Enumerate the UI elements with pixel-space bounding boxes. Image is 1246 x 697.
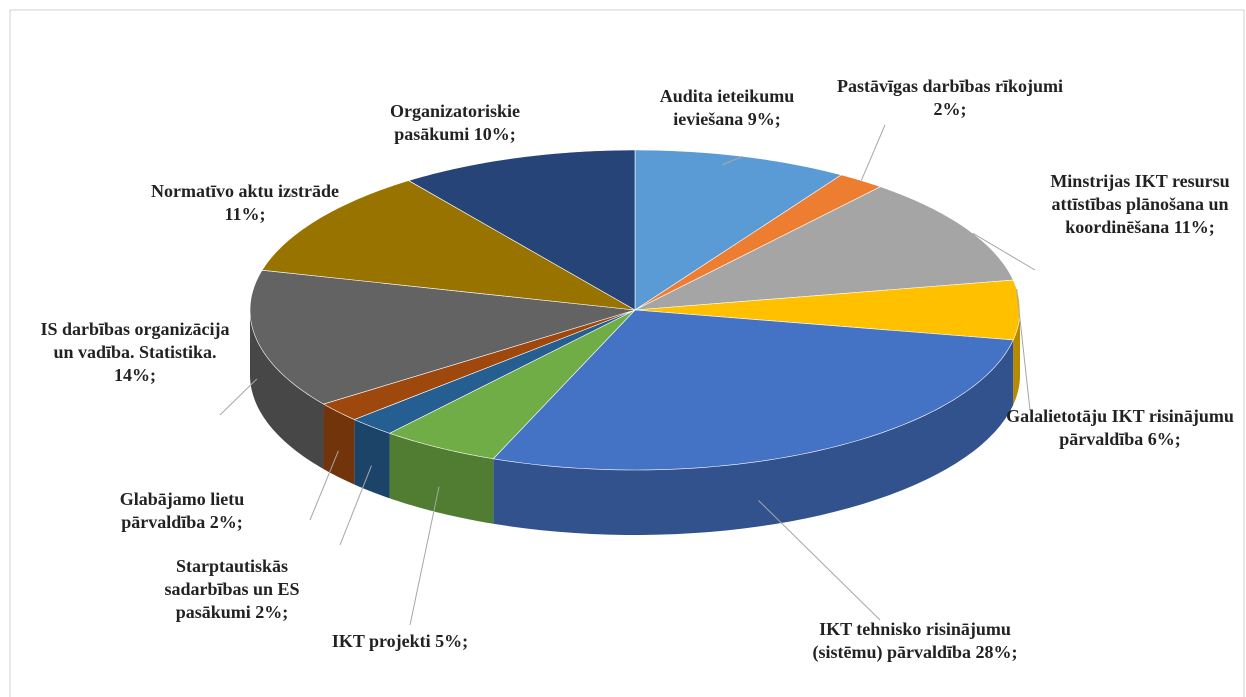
data-label: Normatīvo aktu izstrāde 11%;: [145, 180, 345, 226]
category-name: Normatīvo aktu izstrāde: [151, 181, 339, 201]
chart-border: [9, 9, 1245, 697]
leader-line: [758, 500, 881, 621]
slice: [322, 309, 636, 420]
leader-line: [219, 378, 258, 416]
slice: [388, 309, 636, 460]
value-label: 11%;: [224, 204, 266, 224]
value-label: 11%;: [1173, 217, 1215, 237]
category-name: IKT tehnisko risinājumu (sistēmu) pārval…: [812, 619, 1011, 662]
data-label: Galalietotāju IKT risinājumu pārvaldība …: [1000, 405, 1240, 451]
category-name: Galalietotāju IKT risinājumu pārvaldība: [1006, 406, 1234, 449]
value-label: 9%;: [747, 109, 781, 129]
value-label: 5%;: [435, 631, 469, 651]
value-label: 14%;: [114, 365, 156, 385]
value-label: 2%;: [933, 99, 967, 119]
data-label: Starptautiskās sadarbības un ES pasākumi…: [152, 555, 312, 624]
data-label: IKT projekti 5%;: [300, 630, 500, 653]
value-label: 28%;: [975, 642, 1018, 662]
slice-side: [250, 310, 324, 470]
category-name: Glabājamo lietu pārvaldība: [119, 489, 245, 532]
slice-side: [323, 404, 355, 485]
category-name: Pastāvīgas darbības rīkojumi: [836, 76, 1064, 96]
category-name: Starptautiskās sadarbības un ES pasākumi: [164, 556, 300, 622]
value-label: 2%;: [255, 602, 289, 622]
leader-line: [860, 124, 886, 181]
leader-line: [339, 465, 372, 546]
category-name: Organizatoriskie pasākumi: [390, 101, 520, 144]
leader-line: [309, 450, 339, 521]
data-label: IS darbības organizācija un vadība. Stat…: [35, 318, 235, 387]
data-label: Glabājamo lietu pārvaldība 2%;: [82, 488, 282, 534]
slice: [407, 149, 636, 311]
slice-side: [389, 433, 494, 524]
category-name: IS darbības organizācija un vadība. Stat…: [40, 319, 230, 362]
leader-line: [1016, 288, 1031, 411]
data-label: Pastāvīgas darbības rīkojumi 2%;: [830, 75, 1070, 121]
category-name: Minstrijas IKT resursu attīstības plānoš…: [1050, 171, 1230, 237]
value-label: 10%;: [473, 124, 516, 144]
slice: [249, 269, 636, 405]
leader-line: [721, 155, 743, 166]
leader-line: [972, 232, 1036, 271]
category-name: IKT projekti: [331, 631, 431, 651]
data-label: Audita ieteikumu ieviešana 9%;: [642, 85, 812, 131]
slice: [353, 309, 636, 434]
slice-side: [1013, 310, 1020, 405]
data-label: Organizatoriskie pasākumi 10%;: [355, 100, 555, 146]
slice: [261, 180, 636, 311]
data-label: IKT tehnisko risinājumu (sistēmu) pārval…: [800, 618, 1030, 664]
category-name: Audita ieteikumu ieviešana: [659, 86, 795, 129]
slice: [492, 309, 1014, 471]
slice: [634, 186, 1014, 311]
data-label: Minstrijas IKT resursu attīstības plānoš…: [1040, 170, 1240, 239]
value-label: 6%;: [1147, 429, 1181, 449]
leader-line: [409, 486, 440, 626]
slice-side: [354, 419, 390, 499]
slice: [634, 149, 843, 311]
value-label: 2%;: [209, 512, 243, 532]
slice-side: [493, 339, 1014, 535]
